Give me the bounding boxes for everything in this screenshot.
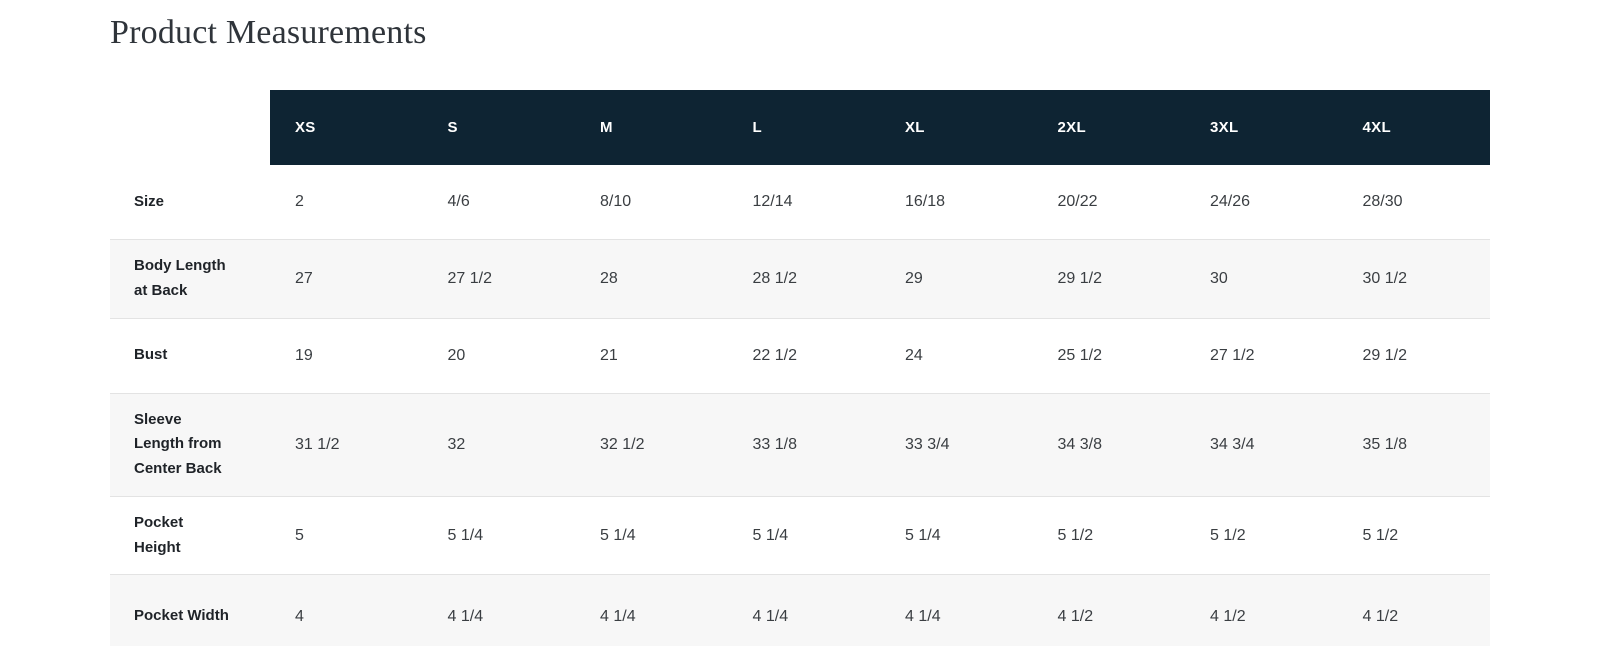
table-row: Sleeve Length from Center Back 31 1/2 32 32… <box>110 393 1490 497</box>
size-column-header: 4XL <box>1337 90 1490 165</box>
measurement-cell: 8/10 <box>600 193 632 210</box>
measurement-cell: 4 1/2 <box>1362 607 1399 625</box>
size-column-header: XS <box>270 90 423 165</box>
measurement-cell: 24 <box>905 346 923 364</box>
size-column-header: L <box>727 90 880 165</box>
measurement-cell: 5 1/4 <box>752 526 789 544</box>
measurement-cell: 30 <box>1210 269 1228 287</box>
table-row: Body Length at Back 27 27 1/2 28 28 1/2 29 29 … <box>110 240 1490 319</box>
measurement-cell: 4 1/4 <box>752 607 789 625</box>
measurement-cell: 5 1/2 <box>1210 526 1246 544</box>
measurement-cell: 31 1/2 <box>295 435 340 453</box>
measurement-cell: 24/26 <box>1210 193 1251 210</box>
measurement-cell: 5 1/2 <box>1362 526 1399 544</box>
measurements-table-body: Size 2 4/6 8/10 12/14 16/18 20/22 24/26 28/30 Bod… <box>110 165 1490 646</box>
table-row: Pocket Width 4 4 1/4 4 1/4 4 1/4 4 1/4 4 1/2 4 … <box>110 575 1490 646</box>
measurement-cell: 4 1/4 <box>600 607 636 625</box>
measurement-cell: 29 1/2 <box>1057 269 1102 287</box>
measurement-cell: 4 1/2 <box>1057 607 1094 625</box>
measurement-cell: 35 1/8 <box>1362 435 1407 453</box>
size-header-row: XS S M L XL 2XL 3XL 4XL <box>110 90 1490 165</box>
measurement-cell: 5 1/4 <box>600 526 636 544</box>
header-corner-cell <box>110 90 270 165</box>
size-column-header: XL <box>880 90 1033 165</box>
measurements-table: XS S M L XL 2XL 3XL 4XL Size 2 4/6 8/10 12/14 16/18 2… <box>110 90 1490 646</box>
measurement-cell: 29 1/2 <box>1362 346 1407 364</box>
measurement-cell: 27 1/2 <box>1210 346 1255 364</box>
measurement-cell: 5 1/4 <box>447 526 484 544</box>
row-label: Pocket Width <box>134 607 229 625</box>
measurement-cell: 20 <box>447 346 466 364</box>
measurement-cell: 20/22 <box>1057 193 1098 210</box>
row-label: Pocket Height <box>134 513 184 556</box>
measurement-cell: 33 3/4 <box>905 435 950 453</box>
table-row: Size 2 4/6 8/10 12/14 16/18 20/22 24/26 28/30 <box>110 165 1490 240</box>
size-column-header: 3XL <box>1185 90 1338 165</box>
table-row: Pocket Height 5 5 1/4 5 1/4 5 1/4 5 1/4 5 1/2 5… <box>110 497 1490 576</box>
measurement-cell: 2 <box>295 193 304 210</box>
measurement-cell: 19 <box>295 346 313 364</box>
measurement-cell: 34 3/8 <box>1057 435 1102 453</box>
measurement-cell: 27 <box>295 269 313 287</box>
measurement-cell: 16/18 <box>905 193 946 210</box>
table-row: Bust 19 20 21 22 1/2 24 25 1/2 27 1/2 29 1/2 <box>110 319 1490 394</box>
measurement-cell: 12/14 <box>752 193 793 210</box>
measurement-cell: 25 1/2 <box>1057 346 1102 364</box>
measurement-cell: 28/30 <box>1362 193 1403 210</box>
measurement-cell: 28 1/2 <box>752 269 797 287</box>
row-label: Sleeve Length from Center Back <box>134 410 222 478</box>
measurement-cell: 27 1/2 <box>447 269 492 287</box>
size-column-header: 2XL <box>1032 90 1185 165</box>
measurement-cell: 4 1/2 <box>1210 607 1246 625</box>
page-title: Product Measurements <box>110 14 427 51</box>
measurement-cell: 4/6 <box>447 193 470 210</box>
measurement-cell: 22 1/2 <box>752 346 797 364</box>
measurement-cell: 32 <box>447 435 466 453</box>
row-label: Size <box>134 192 165 210</box>
measurement-cell: 5 1/4 <box>905 526 941 544</box>
measurement-cell: 34 3/4 <box>1210 435 1255 453</box>
size-column-header: S <box>422 90 575 165</box>
row-label: Bust <box>134 346 168 364</box>
measurement-cell: 29 <box>905 269 923 287</box>
measurement-cell: 30 1/2 <box>1362 269 1407 287</box>
measurement-cell: 4 1/4 <box>447 607 484 625</box>
row-label: Body Length at Back <box>134 257 226 299</box>
measurement-cell: 4 1/4 <box>905 607 941 625</box>
size-column-header: M <box>575 90 728 165</box>
measurement-cell: 21 <box>600 346 618 364</box>
measurement-cell: 28 <box>600 269 618 287</box>
measurement-cell: 33 1/8 <box>752 435 797 453</box>
measurement-cell: 5 <box>295 526 304 544</box>
measurement-cell: 4 <box>295 607 304 625</box>
measurement-cell: 32 1/2 <box>600 435 645 453</box>
measurement-cell: 5 1/2 <box>1057 526 1094 544</box>
